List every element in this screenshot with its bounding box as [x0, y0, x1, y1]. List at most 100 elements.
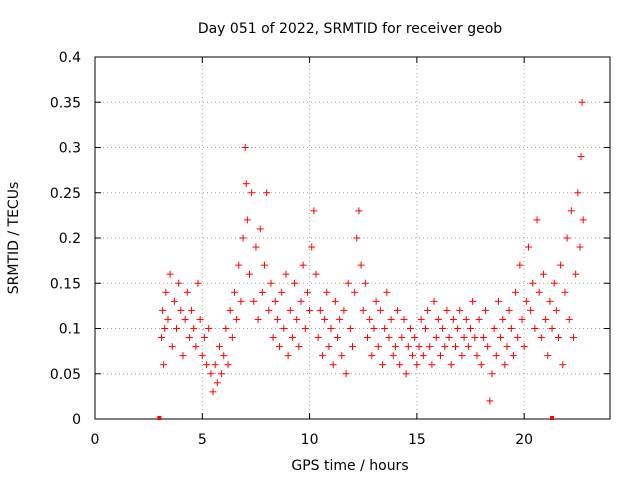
data-point — [220, 352, 228, 360]
data-point — [424, 306, 432, 314]
data-point — [282, 270, 290, 278]
data-point — [555, 334, 562, 342]
data-point — [374, 343, 382, 351]
data-point — [175, 279, 183, 287]
data-point — [570, 334, 578, 342]
data-point — [417, 315, 425, 323]
data-point — [280, 325, 288, 332]
data-point — [563, 234, 571, 242]
data-point — [368, 352, 376, 360]
data-point — [479, 334, 487, 342]
data-point — [421, 325, 429, 332]
data-point — [323, 288, 331, 296]
data-point — [579, 216, 587, 224]
data-point — [432, 334, 440, 342]
data-point — [318, 352, 326, 360]
data-point — [522, 297, 530, 305]
data-point — [200, 334, 208, 342]
data-point — [353, 234, 361, 242]
x-tick-label: 20 — [515, 432, 533, 448]
y-tick-labels: 0 0.05 0.1 0.15 0.2 0.25 0.3 0.35 0.4 — [50, 50, 81, 428]
data-point — [531, 325, 539, 332]
y-tick-label: 0.05 — [50, 367, 81, 383]
data-point — [194, 279, 202, 287]
data-point — [439, 325, 447, 332]
y-tick-label: 0.1 — [59, 322, 81, 338]
data-point — [284, 352, 292, 360]
data-point — [170, 297, 178, 305]
y-tick-label: 0 — [72, 412, 81, 428]
data-point — [299, 261, 307, 269]
data-point — [207, 370, 215, 378]
data-point — [357, 261, 365, 269]
data-point — [494, 297, 502, 305]
data-point — [542, 315, 550, 323]
data-point — [383, 288, 391, 296]
data-point — [314, 334, 322, 342]
data-point — [286, 306, 294, 314]
data-point — [205, 325, 213, 332]
data-point — [428, 361, 436, 369]
data-point — [445, 334, 453, 342]
data-point — [213, 379, 221, 387]
data-point — [190, 325, 198, 332]
data-point — [400, 315, 408, 323]
data-point — [177, 306, 185, 314]
data-point — [376, 306, 384, 314]
data-point — [404, 343, 412, 351]
data-point — [183, 288, 191, 296]
data-point — [297, 297, 305, 305]
data-point — [559, 361, 567, 369]
data-point — [254, 315, 262, 323]
data-point — [252, 243, 260, 251]
data-point — [198, 352, 206, 360]
data-point — [492, 352, 500, 360]
data-point — [565, 315, 573, 323]
data-point — [441, 343, 449, 351]
data-point — [535, 288, 543, 296]
data-point — [325, 343, 333, 351]
data-point — [168, 343, 176, 351]
data-point — [577, 153, 585, 161]
data-point — [426, 343, 434, 351]
data-point — [398, 334, 406, 342]
data-point — [188, 306, 196, 314]
data-point — [396, 361, 404, 369]
axis-ticks — [94, 56, 610, 420]
data-point — [203, 361, 211, 369]
x-tick-label: 15 — [408, 432, 426, 448]
data-point — [329, 361, 337, 369]
data-point — [271, 297, 279, 305]
data-point — [333, 334, 341, 342]
x-tick-label: 5 — [198, 432, 207, 448]
data-point — [310, 207, 318, 215]
data-point — [224, 361, 232, 369]
data-point — [415, 343, 423, 351]
data-point — [164, 315, 172, 323]
data-point — [486, 397, 494, 405]
data-point — [215, 343, 223, 351]
data-point — [475, 315, 483, 323]
data-point — [501, 361, 509, 369]
grid — [95, 57, 610, 419]
data-point — [452, 343, 459, 351]
data-point — [162, 288, 170, 296]
data-point — [550, 279, 558, 287]
data-point — [409, 352, 417, 360]
data-point — [218, 370, 226, 378]
data-point — [246, 270, 253, 278]
data-point — [185, 334, 193, 342]
y-tick-label: 0.2 — [59, 231, 81, 247]
y-tick-label: 0.35 — [50, 95, 81, 111]
data-point — [370, 325, 378, 332]
data-point — [503, 343, 511, 351]
data-point — [340, 306, 348, 314]
data-point — [434, 315, 442, 323]
data-point — [546, 297, 554, 305]
data-point — [557, 261, 565, 269]
data-point — [256, 225, 264, 233]
data-point — [497, 334, 505, 342]
data-point — [159, 306, 167, 314]
y-tick-label: 0.4 — [59, 50, 81, 66]
data-point — [578, 98, 586, 106]
